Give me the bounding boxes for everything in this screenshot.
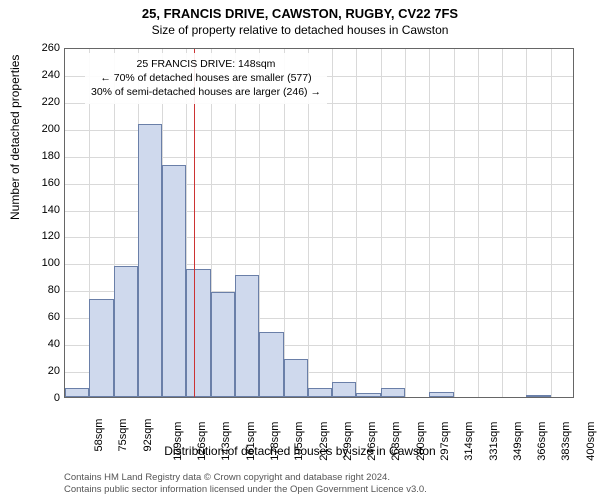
- histogram-bar: [114, 266, 138, 397]
- x-tick-label: 280sqm: [415, 422, 427, 461]
- plot-area: 25 FRANCIS DRIVE: 148sqm← 70% of detache…: [64, 48, 574, 398]
- histogram-bar: [308, 388, 332, 397]
- y-tick-label: 220: [42, 96, 60, 108]
- x-tick-label: 331sqm: [488, 422, 500, 461]
- histogram-bar: [526, 395, 550, 397]
- x-tick-label: 195sqm: [293, 422, 305, 461]
- x-tick-label: 126sqm: [196, 422, 208, 461]
- y-tick-label: 60: [48, 311, 60, 323]
- histogram-bar: [138, 124, 162, 397]
- gridline-v: [454, 49, 455, 397]
- x-tick-label: 400sqm: [585, 422, 597, 461]
- y-tick-label: 200: [42, 123, 60, 135]
- x-tick-label: 143sqm: [221, 422, 233, 461]
- gridline-v: [356, 49, 357, 397]
- gridline-v: [526, 49, 527, 397]
- y-tick-label: 240: [42, 69, 60, 81]
- x-tick-label: 161sqm: [245, 422, 257, 461]
- x-tick-label: 297sqm: [439, 422, 451, 461]
- histogram-bar: [211, 292, 235, 397]
- y-tick-label: 20: [48, 365, 60, 377]
- y-tick-label: 80: [48, 284, 60, 296]
- x-tick-label: 246sqm: [366, 422, 378, 461]
- y-tick-label: 160: [42, 177, 60, 189]
- gridline-v: [478, 49, 479, 397]
- histogram-bar: [162, 165, 186, 397]
- x-tick-label: 383sqm: [561, 422, 573, 461]
- footer-line: Contains HM Land Registry data © Crown c…: [64, 472, 427, 484]
- histogram-bar: [429, 392, 453, 397]
- histogram-bar: [65, 388, 89, 397]
- attribution-footer: Contains HM Land Registry data © Crown c…: [64, 472, 427, 496]
- x-tick-label: 263sqm: [391, 422, 403, 461]
- footer-line: Contains public sector information licen…: [64, 484, 427, 496]
- histogram-bar: [284, 359, 308, 397]
- y-tick-label: 40: [48, 338, 60, 350]
- callout-box: 25 FRANCIS DRIVE: 148sqm← 70% of detache…: [85, 53, 327, 104]
- x-tick-label: 314sqm: [463, 422, 475, 461]
- gridline-v: [332, 49, 333, 397]
- y-axis-label: Number of detached properties: [8, 55, 22, 220]
- y-tick-label: 260: [42, 42, 60, 54]
- x-tick-label: 349sqm: [512, 422, 524, 461]
- histogram-bar: [381, 388, 405, 397]
- x-tick-label: 229sqm: [342, 422, 354, 461]
- gridline-v: [551, 49, 552, 397]
- x-tick-label: 212sqm: [318, 422, 330, 461]
- gridline-v: [429, 49, 430, 397]
- x-tick-label: 109sqm: [172, 422, 184, 461]
- x-tick-label: 92sqm: [142, 419, 154, 452]
- gridline-v: [381, 49, 382, 397]
- x-tick-label: 178sqm: [269, 422, 281, 461]
- histogram-bar: [235, 275, 259, 398]
- y-tick-label: 120: [42, 230, 60, 242]
- x-tick-label: 366sqm: [536, 422, 548, 461]
- callout-line: ← 70% of detached houses are smaller (57…: [91, 71, 321, 85]
- x-tick-label: 75sqm: [117, 419, 129, 452]
- gridline-v: [502, 49, 503, 397]
- histogram-bar: [356, 393, 380, 397]
- gridline-v: [405, 49, 406, 397]
- callout-line: 30% of semi-detached houses are larger (…: [91, 85, 321, 99]
- y-tick-label: 100: [42, 257, 60, 269]
- y-tick-label: 140: [42, 204, 60, 216]
- callout-line: 25 FRANCIS DRIVE: 148sqm: [91, 57, 321, 71]
- histogram-bar: [186, 269, 210, 397]
- histogram-bar: [332, 382, 356, 397]
- histogram-bar: [259, 332, 283, 397]
- y-tick-label: 180: [42, 150, 60, 162]
- x-tick-label: 58sqm: [93, 419, 105, 452]
- chart-title-main: 25, FRANCIS DRIVE, CAWSTON, RUGBY, CV22 …: [0, 0, 600, 21]
- histogram-bar: [89, 299, 113, 397]
- chart-title-sub: Size of property relative to detached ho…: [0, 21, 600, 37]
- y-tick-label: 0: [54, 392, 60, 404]
